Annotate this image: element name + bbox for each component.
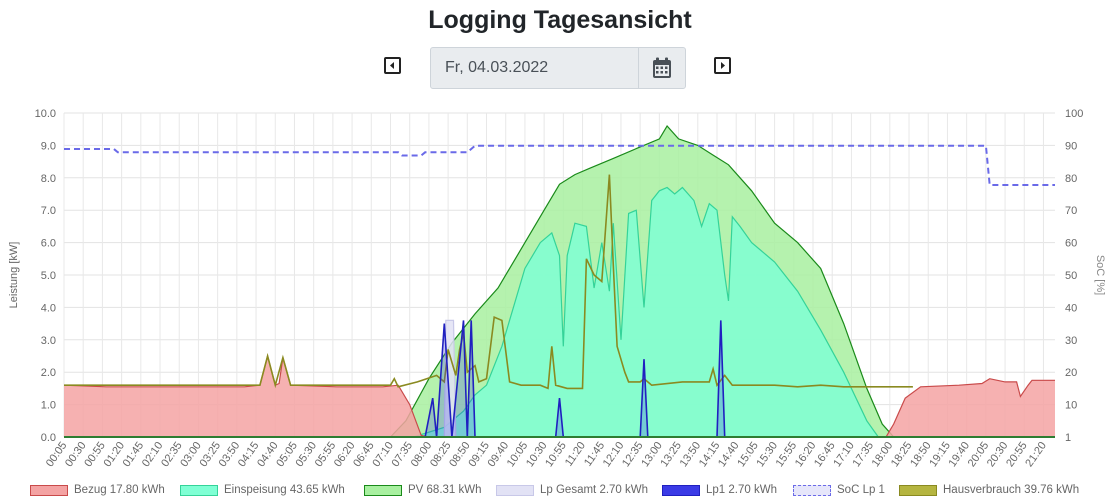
y2-tick-label: 20 (1065, 367, 1077, 379)
y2-tick-label: 10 (1065, 400, 1077, 412)
legend-swatch (30, 484, 68, 496)
y2-tick-label: 40 (1065, 302, 1077, 314)
chart-legend: Bezug 17.80 kWh Einspeisung 43.65 kWh PV 6… (0, 482, 1120, 498)
y-tick-label: 7.0 (41, 205, 56, 217)
legend-swatch (180, 484, 218, 496)
legend-item[interactable]: SoC Lp 1 (793, 482, 885, 498)
legend-label: Lp Gesamt 2.70 kWh (540, 484, 649, 496)
y2-tick-label: 70 (1065, 205, 1077, 217)
series-line-hausverbrauch (64, 174, 913, 390)
legend-swatch (364, 484, 402, 496)
x-tick-label: 21:20 (1023, 440, 1049, 469)
y2-tick-label: 90 (1065, 140, 1077, 152)
y-tick-label: 3.0 (41, 335, 56, 347)
series-line-soc (64, 144, 1055, 186)
y2-tick-label: 1 (1065, 432, 1071, 444)
legend-label: Hausverbrauch 39.76 kWh (943, 484, 1080, 496)
series-line-einspeisung (413, 186, 879, 438)
y-tick-label: 9.0 (41, 140, 56, 152)
x-tick-label: 10:55 (543, 440, 569, 469)
legend-label: Bezug 17.80 kWh (74, 484, 165, 496)
series-area-lp (444, 320, 456, 437)
caret-left-icon (390, 62, 394, 69)
calendar-button[interactable] (638, 48, 685, 88)
y2-tick-label: 60 (1065, 238, 1077, 250)
legend-item[interactable]: Lp Gesamt 2.70 kWh (496, 482, 648, 498)
legend-swatch (496, 484, 534, 496)
legend-item[interactable]: Einspeisung 43.65 kWh (180, 482, 345, 498)
y2-tick-label: 100 (1065, 108, 1083, 120)
y-tick-label: 5.0 (41, 270, 56, 282)
page-title: Logging Tagesansicht (428, 6, 692, 34)
legend-label: Lp1 2.70 kWh (706, 484, 777, 496)
daily-logging-chart: 0.0 1.0 2.0 3.0 4.0 5.0 6.0 7.0 8.0 9.0 10.0 1 10 20 3… (8, 108, 1106, 469)
legend-swatch (899, 484, 937, 496)
y-tick-label: 8.0 (41, 173, 56, 185)
y-tick-label: 0.0 (41, 432, 56, 444)
legend-item[interactable]: Lp1 2.70 kWh (662, 482, 777, 498)
legend-item[interactable]: Bezug 17.80 kWh (30, 482, 165, 498)
y-tick-label: 4.0 (41, 302, 56, 314)
legend-item[interactable]: Hausverbrauch 39.76 kWh (899, 482, 1079, 498)
y-tick-label: 2.0 (41, 367, 56, 379)
legend-swatch (793, 484, 831, 496)
y-tick-label: 6.0 (41, 238, 56, 250)
y2-axis-title: SoC [%] (1094, 255, 1106, 295)
legend-label: SoC Lp 1 (837, 484, 885, 496)
next-day-button[interactable] (714, 57, 731, 74)
y2-tick-label: 80 (1065, 173, 1077, 185)
legend-label: PV 68.31 kWh (408, 484, 482, 496)
y2-tick-label: 50 (1065, 270, 1077, 282)
y2-tick-label: 30 (1065, 335, 1077, 347)
date-picker[interactable]: Fr, 04.03.2022 (430, 47, 686, 89)
y-tick-label: 1.0 (41, 400, 56, 412)
legend-label: Einspeisung 43.65 kWh (224, 484, 345, 496)
y-tick-label: 10.0 (35, 108, 56, 120)
caret-right-icon (721, 62, 725, 69)
series-area-lp1 (425, 320, 725, 437)
legend-item[interactable]: PV 68.31 kWh (364, 482, 482, 498)
legend-swatch (662, 484, 700, 496)
series-line-pv (390, 124, 895, 438)
y-axis-title: Leistung [kW] (8, 242, 20, 309)
series-area-bezug (64, 356, 1055, 437)
calendar-icon (653, 57, 671, 78)
series-area-einspeisung (413, 187, 879, 437)
date-field[interactable]: Fr, 04.03.2022 (445, 59, 549, 76)
prev-day-button[interactable] (384, 57, 401, 74)
